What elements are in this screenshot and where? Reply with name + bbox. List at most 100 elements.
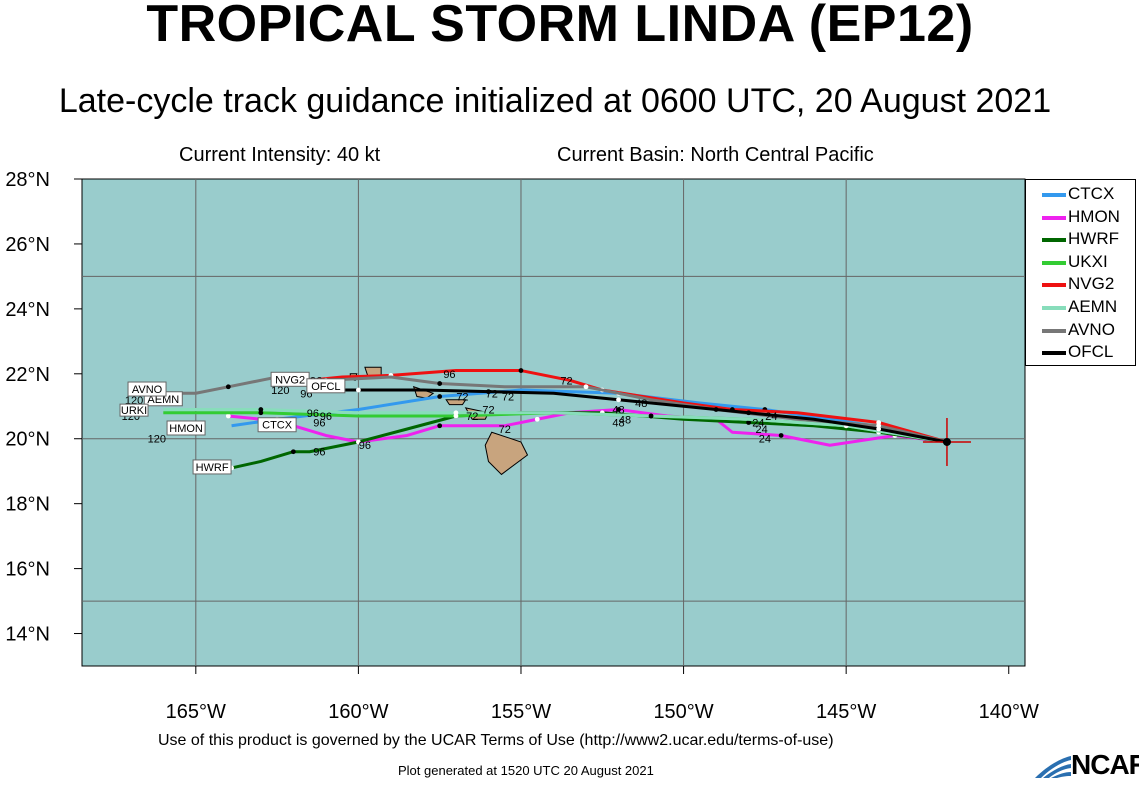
track-point bbox=[355, 439, 361, 445]
forecast-hour-label: 96 bbox=[313, 418, 325, 430]
track-point bbox=[616, 407, 621, 412]
y-tick-label: 18°N bbox=[5, 494, 50, 516]
forecast-hour-label: 24 bbox=[765, 411, 777, 423]
forecast-hour-label: 72 bbox=[499, 424, 511, 436]
forecast-hour-label: 120 bbox=[271, 385, 289, 397]
track-end-label: URKI bbox=[121, 405, 147, 417]
page-subtitle: Late-cycle track guidance initialized at… bbox=[58, 82, 1052, 120]
x-tick-label: 145°W bbox=[816, 701, 876, 723]
y-tick-label: 16°N bbox=[5, 559, 50, 581]
forecast-hour-label: 120 bbox=[148, 434, 166, 446]
track-end-label-box bbox=[306, 378, 346, 394]
legend-item-hmon: HMON bbox=[1026, 207, 1136, 227]
track-hmon bbox=[228, 408, 948, 447]
track-point bbox=[437, 381, 443, 386]
legend-item-aemn: AEMN bbox=[1026, 297, 1136, 317]
track-point bbox=[258, 407, 264, 412]
y-tick-label: 24°N bbox=[5, 299, 50, 321]
forecast-hour-label: 48 bbox=[612, 405, 624, 417]
forecast-hour-label: 96 bbox=[313, 447, 325, 459]
x-tick-label: 165°W bbox=[166, 701, 226, 723]
legend-item-avno: AVNO bbox=[1026, 320, 1136, 340]
legend-swatch bbox=[1042, 351, 1066, 356]
legend-label: CTCX bbox=[1068, 184, 1115, 203]
forecast-hour-label: 72 bbox=[456, 392, 468, 404]
ncar-logo: NCAR bbox=[1033, 750, 1139, 780]
track-end-label: CTCX bbox=[262, 420, 293, 432]
forecast-hour-label: 72 bbox=[482, 405, 494, 417]
y-tick-label: 22°N bbox=[5, 364, 50, 386]
track-point bbox=[437, 423, 443, 429]
legend-swatch bbox=[1042, 238, 1066, 243]
track-end-label: HWRF bbox=[196, 462, 229, 474]
track-aemn bbox=[163, 408, 948, 444]
forecast-hour-label: 24 bbox=[755, 424, 767, 436]
track-point bbox=[876, 426, 882, 432]
track-point bbox=[778, 433, 784, 438]
current-basin-text: Current Basin: North Central Pacific bbox=[557, 144, 874, 166]
legend-swatch bbox=[1042, 193, 1066, 197]
forecast-hour-label: 24 bbox=[752, 418, 764, 430]
track-point bbox=[534, 416, 540, 422]
track-point bbox=[486, 389, 491, 395]
legend-label: AEMN bbox=[1068, 297, 1118, 316]
y-tick-label: 28°N bbox=[5, 169, 50, 191]
ncar-logo-text: NCAR bbox=[1071, 749, 1139, 780]
forecast-hour-label: 48 bbox=[619, 414, 631, 426]
forecast-hour-label: 72 bbox=[560, 375, 572, 387]
track-end-label: OFCL bbox=[311, 381, 340, 393]
track-end-label-box bbox=[119, 403, 149, 417]
legend: CTCX HMON HWRF UKXI NVG2 AEMN AVNO OFCL bbox=[1025, 179, 1136, 366]
legend-label: AVNO bbox=[1068, 319, 1115, 339]
terms-of-use-text: Use of this product is governed by the U… bbox=[158, 732, 834, 749]
x-tick-label: 160°W bbox=[328, 701, 388, 723]
forecast-hour-label: 24 bbox=[759, 434, 771, 446]
forecast-hour-label: 72 bbox=[466, 411, 478, 423]
forecast-hour-label: 48 bbox=[635, 398, 647, 410]
track-point bbox=[437, 394, 443, 399]
legend-label: UKXI bbox=[1068, 251, 1108, 271]
track-point bbox=[583, 384, 589, 390]
legend-label: HMON bbox=[1068, 206, 1120, 226]
y-tick-label: 14°N bbox=[5, 624, 50, 646]
track-end-label-box bbox=[166, 420, 206, 436]
track-point bbox=[616, 397, 621, 403]
y-tick-label: 20°N bbox=[5, 429, 50, 451]
legend-item-ofcl: OFCL bbox=[1026, 342, 1136, 362]
legend-item-nvg2: NVG2 bbox=[1026, 274, 1136, 294]
track-end-label-box bbox=[192, 459, 232, 475]
forecast-hour-label: 48 bbox=[612, 418, 624, 430]
legend-item-ukxi: UKXI bbox=[1026, 252, 1136, 272]
forecast-hour-label: 72 bbox=[502, 392, 514, 404]
track-end-label: AVNO bbox=[132, 384, 163, 396]
x-tick-label: 150°W bbox=[653, 701, 713, 723]
track-point bbox=[746, 420, 752, 425]
island-3 bbox=[445, 399, 467, 406]
track-end-label-box bbox=[257, 417, 297, 433]
legend-swatch bbox=[1042, 306, 1066, 310]
legend-item-ctcx: CTCX bbox=[1026, 184, 1136, 204]
track-point bbox=[225, 413, 231, 419]
y-tick-label: 26°N bbox=[5, 234, 50, 256]
track-point bbox=[746, 410, 752, 416]
legend-item-hwrf: HWRF bbox=[1026, 229, 1136, 249]
legend-swatch bbox=[1042, 283, 1066, 288]
track-end-label: AEMN bbox=[147, 394, 179, 406]
ncar-logo-icon bbox=[1035, 756, 1071, 778]
legend-swatch bbox=[1042, 260, 1066, 265]
track-point bbox=[290, 449, 296, 455]
track-point bbox=[648, 413, 654, 419]
legend-swatch bbox=[1042, 328, 1066, 333]
forecast-hour-label: 96 bbox=[320, 411, 332, 423]
track-point bbox=[355, 387, 361, 393]
current-intensity-text: Current Intensity: 40 kt bbox=[179, 144, 381, 166]
track-end-label-box bbox=[127, 381, 167, 397]
forecast-hour-label: 96 bbox=[307, 408, 319, 420]
track-point bbox=[453, 410, 459, 416]
plot-generated-text: Plot generated at 1520 UTC 20 August 202… bbox=[398, 763, 654, 778]
legend-label: OFCL bbox=[1068, 342, 1114, 362]
track-end-label: NVG2 bbox=[275, 374, 305, 386]
x-tick-label: 155°W bbox=[491, 701, 551, 723]
legend-label: NVG2 bbox=[1068, 274, 1115, 294]
